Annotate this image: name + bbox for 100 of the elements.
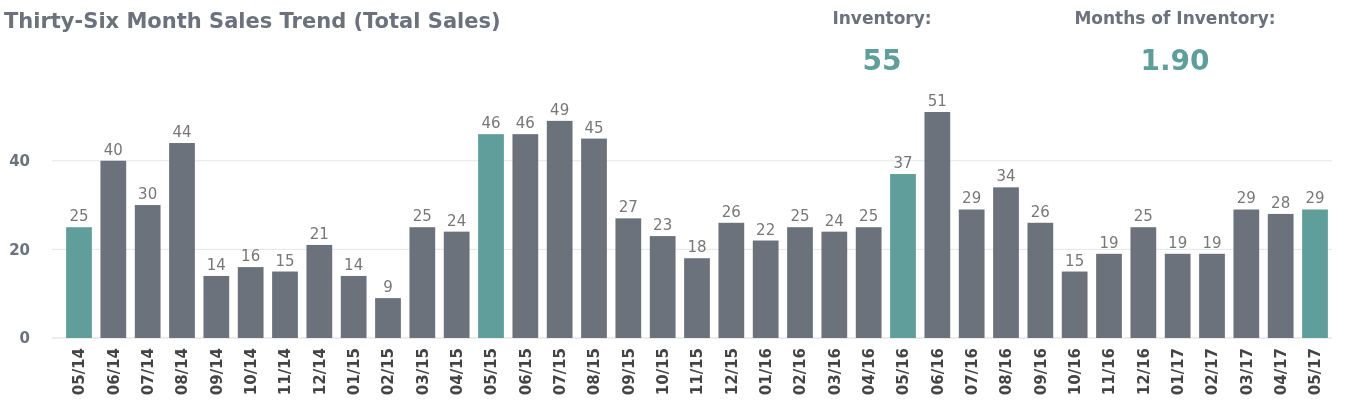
data-label: 9 (383, 278, 393, 297)
data-label: 45 (584, 118, 604, 137)
data-label: 30 (138, 185, 158, 204)
bar (924, 112, 951, 338)
text: Inventory: (832, 8, 932, 28)
data-label: 23 (653, 216, 673, 235)
data-label: 24 (824, 211, 844, 230)
x-tick-label: 08/14 (173, 348, 192, 396)
x-tick-label: 01/16 (756, 348, 775, 396)
x-tick-label: 05/17 (1306, 348, 1325, 396)
y-tick-label: 20 (9, 240, 30, 259)
data-label: 18 (687, 238, 707, 257)
data-label: 19 (1202, 233, 1222, 252)
text: 1.90 (1140, 44, 1210, 77)
x-tick-label: 09/14 (207, 348, 226, 396)
data-label: 14 (344, 255, 364, 274)
x-tick-label: 04/15 (447, 348, 466, 396)
data-label: 26 (721, 202, 741, 221)
bar (581, 138, 607, 338)
x-tick-label: 12/15 (722, 348, 741, 396)
data-label: 29 (962, 189, 982, 208)
bar (1233, 209, 1260, 338)
bar (134, 205, 161, 338)
x-tick-label: 07/14 (138, 348, 157, 396)
data-label: 24 (447, 211, 467, 230)
x-tick-label: 04/16 (859, 348, 878, 396)
bar (684, 258, 710, 338)
data-label: 19 (1168, 233, 1188, 252)
data-label: 16 (241, 247, 261, 266)
x-tick-label: 03/16 (825, 348, 844, 396)
data-label: 21 (309, 224, 329, 243)
data-label: 25 (790, 207, 810, 226)
bar (821, 231, 848, 338)
bar (958, 209, 985, 338)
x-tick-label: 03/15 (413, 348, 432, 396)
data-label: 28 (1271, 193, 1291, 212)
x-tick-label: 06/16 (928, 348, 947, 396)
x-tick-label: 03/17 (1237, 348, 1256, 396)
x-tick-label: 08/16 (997, 348, 1016, 396)
bar (409, 227, 436, 338)
data-label: 49 (550, 100, 570, 119)
data-label: 44 (172, 123, 192, 142)
x-tick-label: 09/15 (619, 348, 638, 396)
bar (375, 298, 401, 338)
bar (649, 236, 676, 338)
data-label: 19 (1099, 233, 1119, 252)
x-tick-label: 01/15 (344, 348, 363, 396)
data-label: 46 (515, 114, 535, 133)
bar (1199, 253, 1225, 338)
x-tick-label: 10/14 (241, 348, 260, 396)
bar (1027, 222, 1054, 338)
x-tick-label: 11/16 (1100, 348, 1119, 396)
data-label: 22 (756, 220, 776, 239)
text: Months of Inventory: (1074, 8, 1276, 28)
bar (512, 134, 539, 338)
data-label: 51 (927, 92, 947, 110)
data-label: 29 (1236, 189, 1256, 208)
data-label: 15 (275, 251, 295, 270)
bar (787, 227, 813, 338)
bar (272, 271, 298, 338)
bar (443, 231, 470, 338)
bar (1164, 253, 1191, 338)
bar (546, 120, 573, 338)
text: 55 (862, 44, 902, 77)
data-label: 37 (893, 154, 913, 173)
data-label: 29 (1305, 189, 1325, 208)
data-label: 25 (859, 207, 879, 226)
bar (66, 227, 92, 338)
bar (855, 227, 882, 338)
x-tick-label: 10/16 (1065, 348, 1084, 396)
x-tick-label: 02/17 (1203, 348, 1222, 396)
x-tick-label: 02/16 (791, 348, 810, 396)
x-tick-label: 12/16 (1134, 348, 1153, 396)
x-tick-label: 11/15 (688, 348, 707, 396)
x-tick-label: 11/14 (276, 348, 295, 396)
bar (306, 244, 333, 338)
bar (615, 218, 642, 338)
x-tick-label: 01/17 (1168, 348, 1187, 396)
data-label: 14 (206, 255, 226, 274)
bar (890, 174, 916, 338)
x-tick-label: 06/14 (104, 348, 123, 396)
data-label: 46 (481, 114, 501, 133)
data-label: 25 (1133, 207, 1153, 226)
bar (478, 134, 504, 338)
bar (1096, 253, 1122, 338)
x-tick-label: 10/15 (653, 348, 672, 396)
y-tick-label: 0 (19, 329, 30, 348)
bar (100, 160, 127, 338)
x-tick-label: 07/15 (550, 348, 569, 396)
data-label: 25 (69, 207, 89, 226)
chart-title: Thirty-Six Month Sales Trend (Total Sales) (4, 9, 501, 33)
data-label: 34 (996, 167, 1016, 186)
bar (1267, 213, 1294, 338)
data-label: 25 (412, 207, 432, 226)
bar (1130, 227, 1157, 338)
bar (237, 267, 264, 338)
data-label: 15 (1065, 251, 1085, 270)
x-tick-label: 04/17 (1271, 348, 1290, 396)
bar (340, 275, 367, 338)
bar (718, 222, 745, 338)
